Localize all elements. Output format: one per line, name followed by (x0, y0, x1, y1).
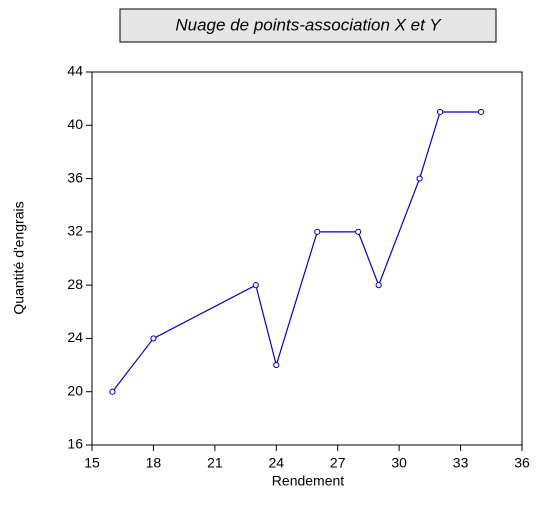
y-tick-label: 36 (67, 169, 83, 185)
title-box (119, 8, 497, 43)
plot-frame (91, 71, 523, 446)
y-axis-label: Quantité d'engrais (11, 201, 27, 314)
y-tick-label: 28 (67, 276, 83, 292)
x-tick-label: 27 (330, 455, 346, 471)
x-tick-label: 18 (146, 455, 162, 471)
y-tick-label: 40 (67, 116, 83, 132)
point-marker (477, 108, 485, 116)
x-tick-label: 33 (453, 455, 469, 471)
point-marker (252, 282, 259, 289)
y-tick-label: 32 (67, 223, 83, 239)
point-marker (150, 335, 157, 342)
point-marker (375, 282, 382, 289)
point-marker (355, 228, 362, 235)
point-marker (273, 361, 280, 369)
x-tick-label: 36 (514, 455, 530, 471)
point-marker (416, 175, 423, 182)
y-tick-label: 20 (67, 382, 83, 398)
x-tick-label: 15 (84, 455, 100, 471)
x-axis-label: Rendement (272, 473, 344, 489)
chart-title: Nuage de points-association X et Y (175, 15, 442, 34)
y-tick-label: 16 (67, 436, 83, 452)
x-tick-label: 21 (207, 455, 223, 471)
point-marker (109, 388, 116, 395)
x-tick-label: 30 (391, 455, 407, 471)
y-tick-label: 44 (67, 63, 83, 79)
point-marker (314, 228, 321, 235)
y-tick-label: 24 (67, 329, 83, 345)
point-marker (436, 108, 444, 116)
x-tick-label: 24 (268, 455, 284, 471)
series-line (112, 111, 482, 393)
